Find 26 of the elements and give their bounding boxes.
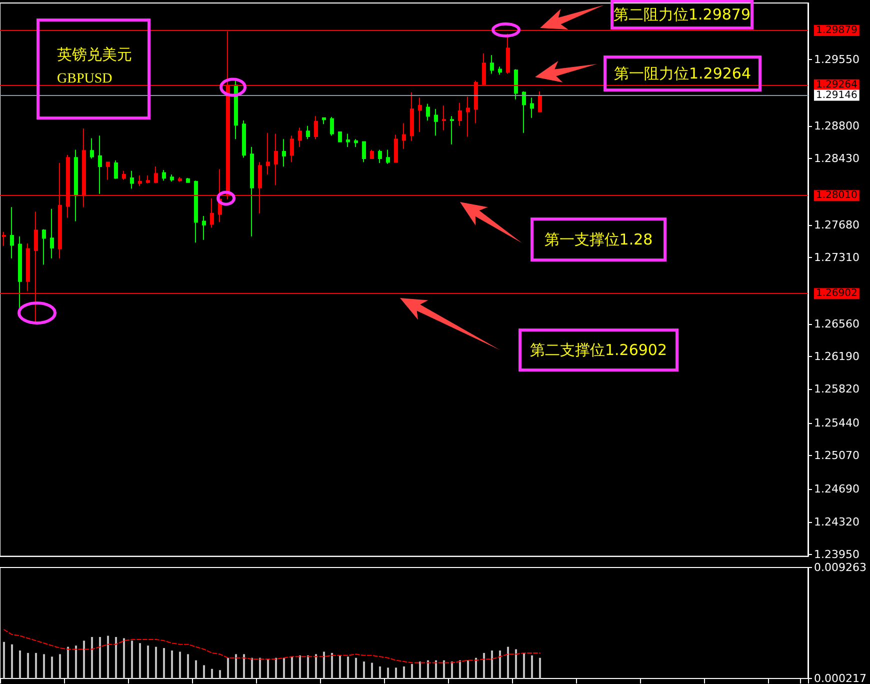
y-tick-label: 1.27310	[814, 251, 860, 264]
y-tick-label: 1.26190	[814, 350, 860, 364]
annotation: 第一阻力位1.29264	[614, 64, 752, 82]
y-tick-label: 1.24320	[814, 515, 860, 528]
annotation: 第二支撑位1.26902	[530, 341, 668, 359]
y-tick-label: 1.28430	[814, 152, 860, 166]
ref-line-label: 1.28010	[816, 190, 858, 202]
y-tick-label: 1.27680	[814, 218, 860, 232]
ref-line-label: 1.29264	[816, 79, 858, 90]
text: GBPUSD	[57, 72, 112, 86]
text: 英镑兑美元	[57, 46, 132, 64]
y-tick-label: 1.28800	[814, 119, 860, 132]
ref-line-label: 1.29879	[816, 24, 858, 36]
ref-line-label: 1.29146	[816, 90, 858, 101]
y-tick-label: 1.25070	[814, 449, 860, 462]
y-tick-label: 1.24690	[814, 482, 860, 496]
y-tick-label: 1.26560	[814, 317, 860, 330]
y-tick-label: 1.29550	[814, 53, 860, 66]
y-tick-label: 0.000217	[814, 672, 866, 684]
annotation: 第一支撑位1.28	[544, 230, 653, 248]
y-tick-label: 0.009263	[814, 561, 866, 574]
annotation: 第二阻力位1.29879	[613, 6, 751, 24]
y-tick-label: 1.25820	[814, 382, 860, 396]
y-tick-label: 1.23950	[814, 548, 860, 561]
y-tick-label: 1.25440	[814, 416, 860, 430]
ref-line-label: 1.26902	[816, 288, 858, 300]
